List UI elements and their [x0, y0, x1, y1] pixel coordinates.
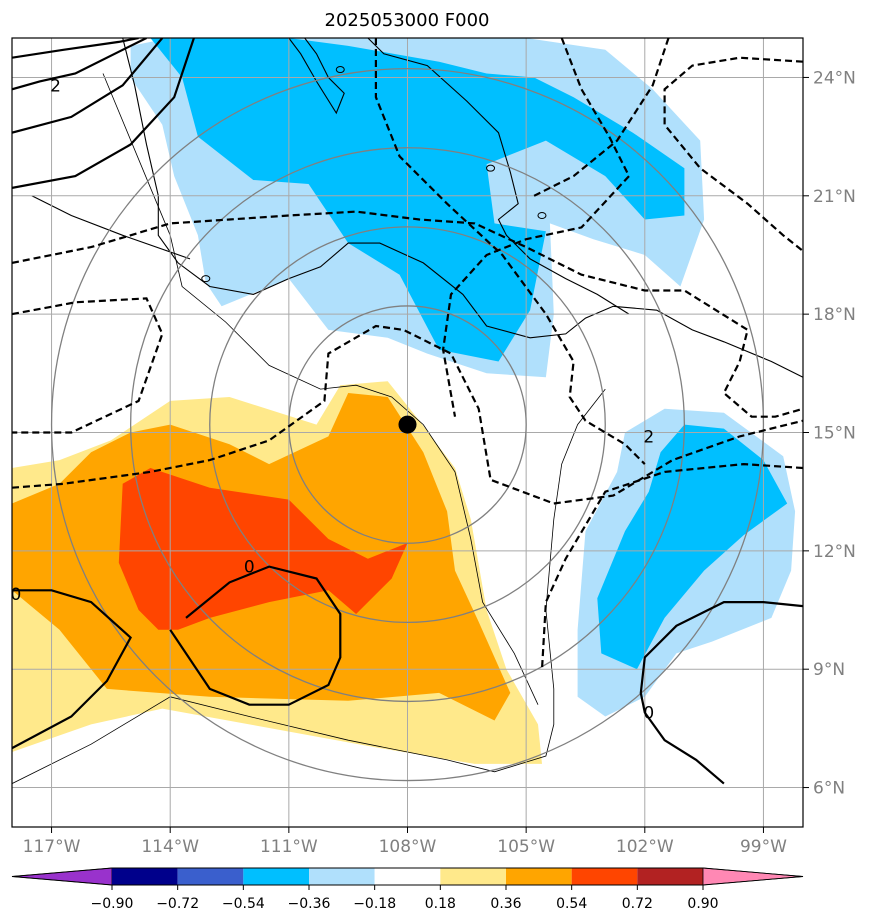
- y-tick-label: 15°N: [813, 424, 856, 444]
- colorbar-extend-low: [11, 867, 113, 886]
- contour-lines: 2 2 0 0 0: [11, 38, 803, 785]
- colorbar-tick-label: 0.72: [622, 896, 653, 912]
- coastline: [12, 38, 803, 784]
- filled-region-4: [150, 38, 685, 362]
- coastline-segment: [122, 38, 803, 378]
- contour-line: [12, 210, 803, 418]
- colorbar: −0.90 −0.72 −0.54 −0.36 −0.18 0.18 0.36 0.54 0.7…: [11, 867, 804, 912]
- range-ring: [129, 147, 686, 703]
- range-rings: [50, 68, 765, 782]
- y-tick-label: 12°N: [813, 542, 856, 562]
- contour-line: [441, 38, 631, 417]
- colorbar-tick-label: −0.36: [288, 896, 331, 912]
- x-tick-label: 102°W: [616, 837, 674, 857]
- x-tick-label: 108°W: [379, 837, 437, 857]
- colorbar-segment: [637, 868, 703, 885]
- colorbar-tick-label: 0.36: [490, 896, 521, 912]
- contour-line: [12, 38, 164, 134]
- contour-label: 2: [643, 427, 654, 447]
- y-tick-label: 18°N: [813, 305, 856, 325]
- coastline-segment: [12, 388, 606, 784]
- contour-line: [12, 324, 803, 505]
- colorbar-segment: [440, 868, 506, 885]
- contour-label: 0: [11, 585, 22, 605]
- contour-line: [639, 600, 803, 785]
- contour-line: [533, 38, 670, 197]
- colorbar-tick-label: 0.90: [687, 896, 718, 912]
- coastline-segment: [288, 38, 345, 115]
- contour-line: [663, 56, 803, 252]
- storm-center-marker: [398, 415, 417, 434]
- coastline-segment: [367, 38, 630, 315]
- x-tick-label: 111°W: [260, 837, 318, 857]
- x-tick-label: 114°W: [141, 837, 199, 857]
- y-tick-label: 24°N: [813, 68, 856, 88]
- colorbar-segment: [243, 868, 309, 885]
- colorbar-segment: [309, 868, 375, 885]
- coastline-segment: [102, 73, 539, 705]
- x-tick-label: 99°W: [740, 837, 787, 857]
- chart-title: 2025053000 F000: [325, 10, 490, 31]
- contour-label: 0: [244, 558, 255, 578]
- colorbar-tick-label: −0.54: [222, 896, 265, 912]
- storm-center-dot: [398, 415, 417, 434]
- contour-line: [374, 38, 646, 465]
- contour-line: [12, 38, 195, 189]
- x-tick-label: 117°W: [23, 837, 81, 857]
- latitude-tick-labels: 6°N 9°N 12°N 15°N 18°N 21°N 24°N: [803, 68, 856, 799]
- colorbar-tick-label: 0.18: [425, 896, 456, 912]
- x-tick-label: 105°W: [497, 837, 555, 857]
- colorbar-segment: [177, 868, 244, 885]
- colorbar-segment: [506, 868, 572, 885]
- island-outline: [486, 164, 496, 172]
- shaded-fields: [12, 38, 796, 764]
- colorbar-segment: [112, 868, 178, 885]
- contour-line: [540, 462, 803, 670]
- contour-line: [12, 297, 164, 434]
- contour-line: [12, 38, 147, 91]
- colorbar-tick-label: 0.54: [556, 896, 587, 912]
- island-outline: [335, 66, 345, 74]
- contour-line: [169, 565, 342, 706]
- colorbar-segment: [571, 868, 638, 885]
- colorbar-tick-label: −0.18: [353, 896, 396, 912]
- contour-label: 0: [643, 704, 654, 724]
- y-tick-label: 9°N: [813, 660, 845, 680]
- colorbar-extend-high: [702, 867, 804, 886]
- range-ring: [209, 226, 606, 624]
- y-tick-label: 21°N: [813, 187, 856, 207]
- colorbar-tick-label: −0.72: [156, 896, 199, 912]
- colorbar-segment: [374, 868, 441, 885]
- contour-label: 2: [50, 76, 61, 96]
- contour-line: [12, 38, 139, 59]
- contour-line: [12, 589, 132, 750]
- range-ring: [50, 68, 765, 782]
- island-outline: [537, 212, 547, 220]
- colorbar-tick-label: −0.90: [91, 896, 134, 912]
- filled-region-2: [118, 468, 408, 630]
- range-ring: [288, 305, 527, 544]
- island-outline: [201, 275, 211, 283]
- longitude-tick-labels: 117°W 114°W 111°W 108°W 105°W 102°W 99°W: [23, 827, 787, 857]
- y-tick-label: 6°N: [813, 779, 845, 799]
